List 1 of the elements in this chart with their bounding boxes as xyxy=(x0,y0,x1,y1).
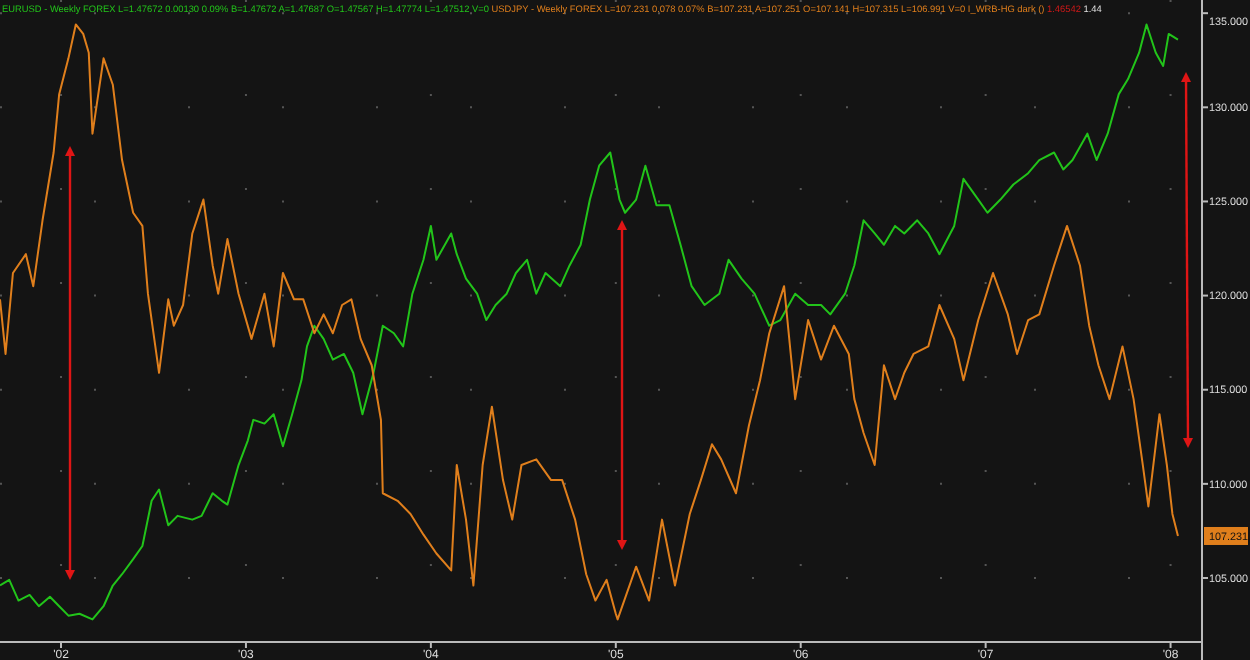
line-series xyxy=(0,23,1179,621)
